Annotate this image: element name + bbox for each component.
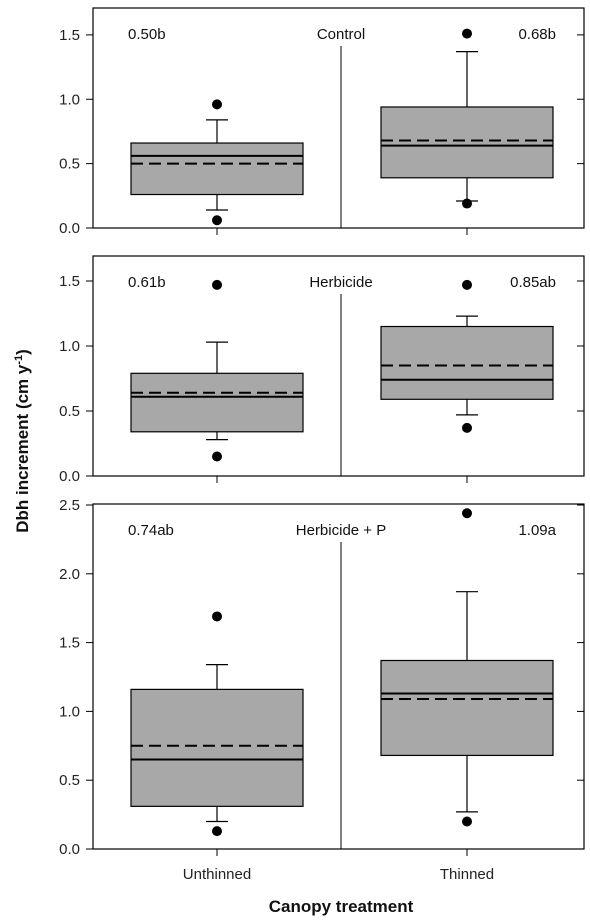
y-tick-label: 0.5	[59, 403, 80, 420]
y-tick-label: 2.5	[59, 497, 80, 514]
x-axis-title: Canopy treatment	[269, 897, 414, 916]
panel-title: Control	[317, 26, 365, 43]
outlier-point	[462, 28, 472, 39]
panel-frame	[92, 255, 585, 477]
y-tick-label: 1.5	[59, 27, 80, 44]
y-tick-label: 1.0	[59, 91, 80, 108]
y-tick-label: 1.0	[59, 338, 80, 355]
y-tick-label: 0.0	[59, 841, 80, 858]
y-axis-title-main: Dbh increment (cm y	[13, 364, 32, 533]
mean-annotation: 0.85ab	[510, 274, 556, 291]
panel-title: Herbicide + P	[296, 522, 386, 539]
panel-frame	[92, 503, 585, 850]
mean-annotation: 0.50b	[128, 26, 166, 43]
x-tick-label: Unthinned	[183, 866, 251, 883]
y-tick-label: 2.0	[59, 566, 80, 583]
mean-annotation: 0.61b	[128, 274, 166, 291]
outlier-point	[212, 451, 222, 462]
x-tick-label: Thinned	[440, 866, 494, 883]
y-axis-title: Dbh increment (cm y-1)	[13, 349, 32, 533]
y-tick-label: 1.0	[59, 703, 80, 720]
outlier-point	[212, 279, 222, 290]
outlier-point	[462, 508, 472, 519]
outlier-point	[212, 215, 222, 226]
y-tick-label: 1.5	[59, 273, 80, 290]
y-axis-title-suffix: )	[13, 349, 32, 355]
panel-title: Herbicide	[309, 274, 372, 291]
outlier-point	[462, 422, 472, 433]
box-iqr	[380, 325, 554, 400]
mean-annotation: 1.09a	[518, 522, 556, 539]
outlier-point	[462, 816, 472, 827]
box-iqr	[130, 688, 304, 807]
outlier-point	[462, 279, 472, 290]
y-tick-label: 0.0	[59, 220, 80, 237]
box-iqr	[380, 106, 554, 179]
panel-frame	[92, 7, 585, 229]
outlier-point	[212, 611, 222, 622]
outlier-point	[212, 826, 222, 837]
y-tick-label: 0.5	[59, 772, 80, 789]
box-iqr	[130, 372, 304, 433]
y-tick-label: 0.5	[59, 156, 80, 173]
outlier-point	[212, 99, 222, 110]
mean-annotation: 0.74ab	[128, 522, 174, 539]
y-axis-title-superscript: -1	[13, 355, 25, 365]
y-tick-label: 0.0	[59, 468, 80, 485]
box-iqr	[130, 142, 304, 196]
outlier-point	[462, 198, 472, 209]
box-iqr	[380, 659, 554, 757]
y-tick-label: 1.5	[59, 635, 80, 652]
mean-annotation: 0.68b	[518, 26, 556, 43]
